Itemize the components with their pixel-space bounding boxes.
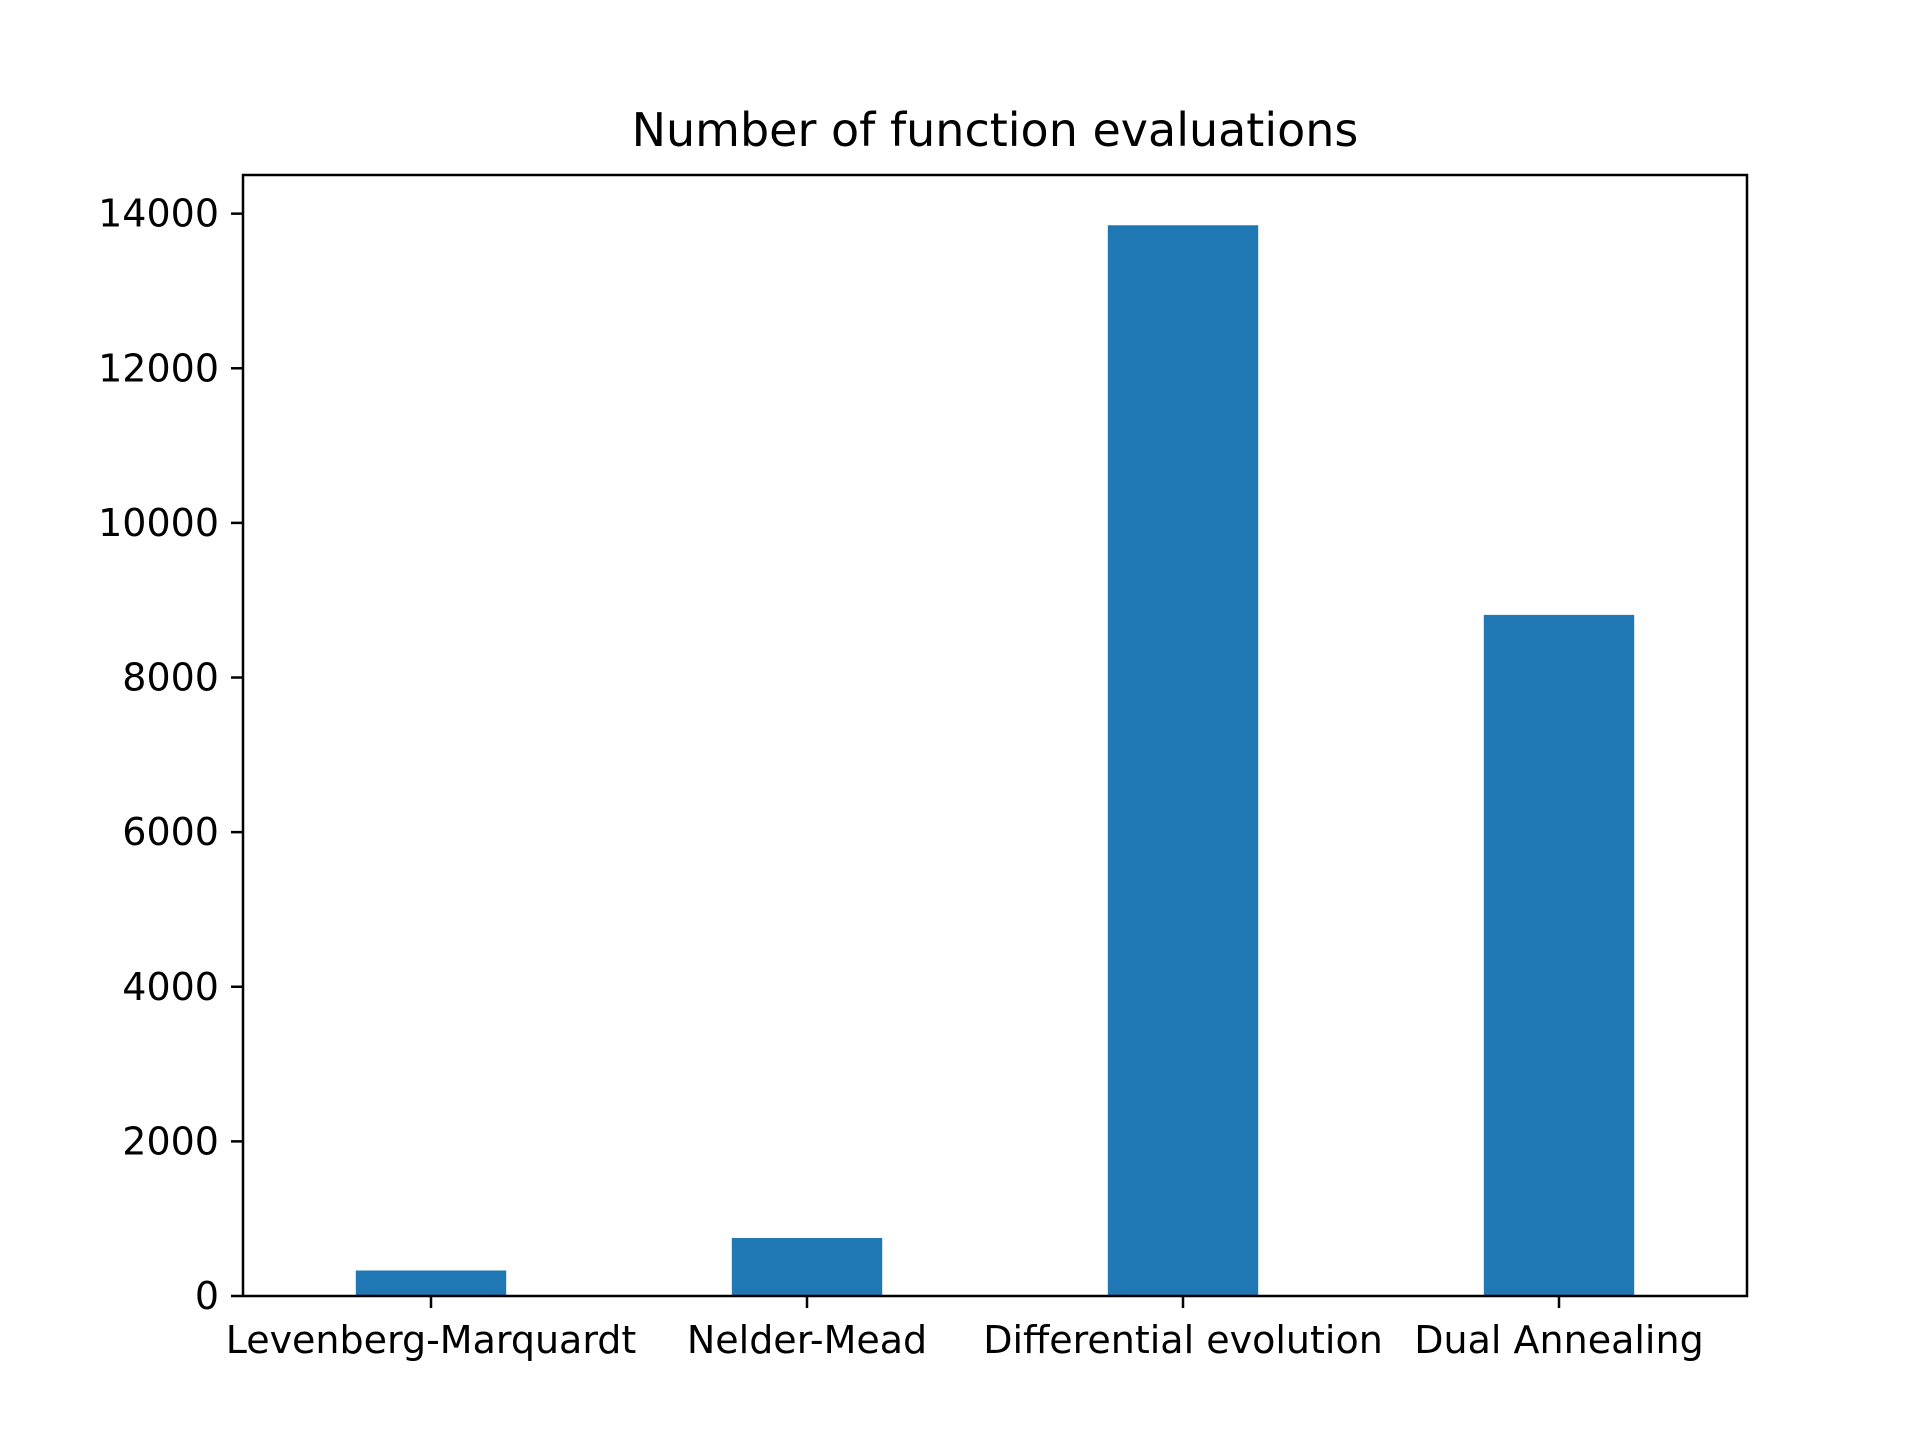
bar-2 [1107,225,1259,1297]
chart-title: Number of function evaluations [632,103,1359,157]
x-tick-label-0: Levenberg-Marquardt [226,1318,637,1362]
y-axis: 0 2000 4000 6000 8000 10000 12000 14000 [98,192,243,1318]
y-tick-label-3: 6000 [122,810,219,854]
y-tick-label-6: 12000 [98,346,219,390]
y-tick-label-5: 10000 [98,501,219,545]
plot-frame [241,173,1749,1298]
y-tick-label-0: 0 [195,1274,219,1318]
y-tick-label-7: 14000 [98,192,219,236]
bar-0 [355,1270,507,1296]
y-tick-label-1: 2000 [122,1119,219,1163]
bars-group [355,225,1635,1297]
x-axis: Levenberg-Marquardt Nelder-Mead Differenti… [226,1296,1704,1362]
x-tick-label-3: Dual Annealing [1414,1318,1703,1362]
x-tick-label-1: Nelder-Mead [687,1318,927,1362]
bar-1 [731,1238,883,1296]
x-tick-label-2: Differential evolution [983,1318,1383,1362]
bar-3 [1483,614,1635,1296]
y-tick-label-4: 8000 [122,656,219,700]
y-tick-label-2: 4000 [122,965,219,1009]
